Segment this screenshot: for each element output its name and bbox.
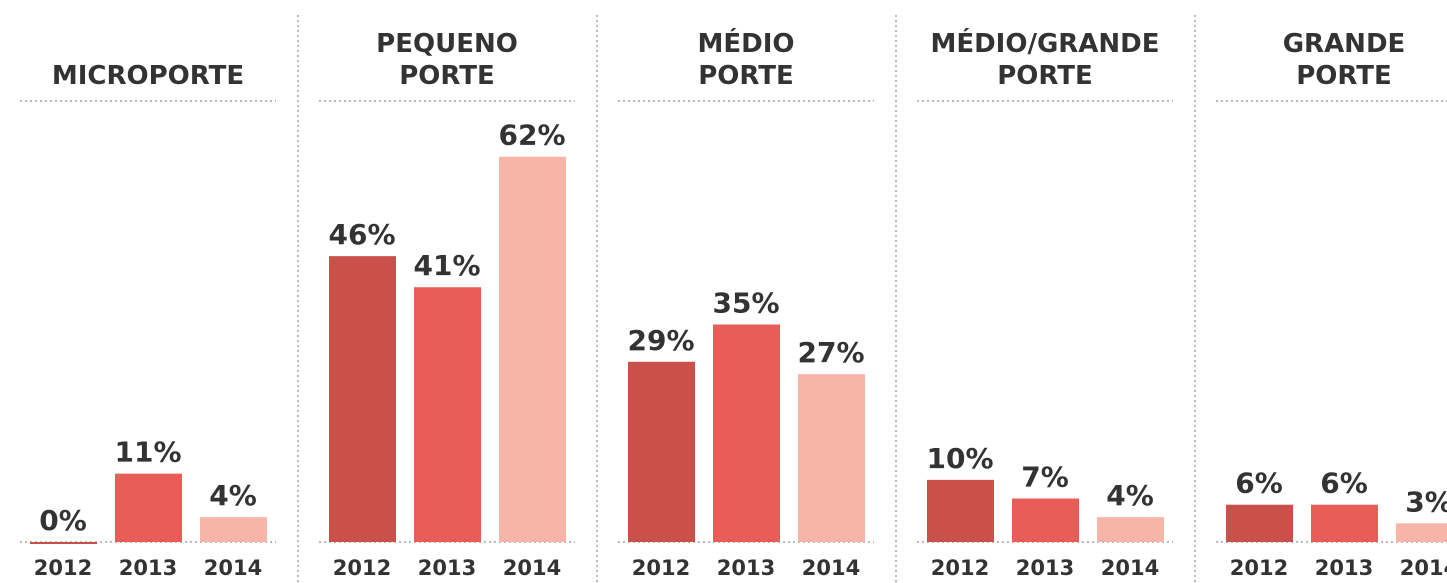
x-tick-label: 2013 <box>418 556 476 580</box>
bar <box>798 374 865 542</box>
x-tick-label: 2013 <box>1315 556 1373 580</box>
panel-title: PORTE <box>399 61 495 91</box>
panel-title: MÉDIO <box>698 27 795 59</box>
bar <box>1226 504 1293 542</box>
bar <box>713 324 780 542</box>
x-tick-label: 2012 <box>632 556 690 580</box>
x-tick-label: 2014 <box>1400 556 1447 580</box>
value-label: 29% <box>627 324 694 357</box>
value-label: 6% <box>1235 467 1283 500</box>
x-tick-label: 2014 <box>1101 556 1159 580</box>
bar <box>1012 498 1079 542</box>
value-label: 10% <box>926 442 993 475</box>
panel-title: GRANDE <box>1283 29 1406 59</box>
panel-title: MICROPORTE <box>52 61 244 91</box>
value-label: 11% <box>114 436 181 469</box>
value-label: 62% <box>498 119 565 152</box>
bar <box>414 287 481 542</box>
x-tick-label: 2014 <box>204 556 262 580</box>
panel-title: PORTE <box>997 61 1093 91</box>
panel-title: MÉDIO/GRANDE <box>930 27 1159 59</box>
x-tick-label: 2012 <box>931 556 989 580</box>
value-label: 41% <box>413 249 480 282</box>
x-tick-label: 2013 <box>119 556 177 580</box>
panel-title: PEQUENO <box>376 29 518 59</box>
bar <box>927 479 994 542</box>
value-label: 27% <box>797 336 864 369</box>
value-label: 4% <box>209 479 257 512</box>
x-tick-label: 2013 <box>1016 556 1074 580</box>
value-label: 35% <box>712 287 779 320</box>
value-label: 46% <box>328 218 395 251</box>
value-label: 6% <box>1320 467 1368 500</box>
bar <box>1311 504 1378 542</box>
value-label: 3% <box>1405 485 1447 518</box>
x-tick-label: 2013 <box>717 556 775 580</box>
panel-title: PORTE <box>698 61 794 91</box>
bar <box>499 156 566 542</box>
bar <box>200 517 267 542</box>
x-tick-label: 2012 <box>333 556 391 580</box>
value-label: 4% <box>1106 479 1154 512</box>
bar <box>1097 517 1164 542</box>
panel-title: PORTE <box>1296 61 1392 91</box>
value-label: 0% <box>39 504 87 537</box>
x-tick-label: 2014 <box>503 556 561 580</box>
x-tick-label: 2012 <box>1230 556 1288 580</box>
value-label: 7% <box>1021 461 1069 494</box>
x-tick-label: 2012 <box>34 556 92 580</box>
bar <box>30 542 97 544</box>
bar <box>1396 523 1447 542</box>
bar <box>628 361 695 542</box>
bar <box>329 256 396 542</box>
bar <box>115 473 182 542</box>
x-tick-label: 2014 <box>802 556 860 580</box>
